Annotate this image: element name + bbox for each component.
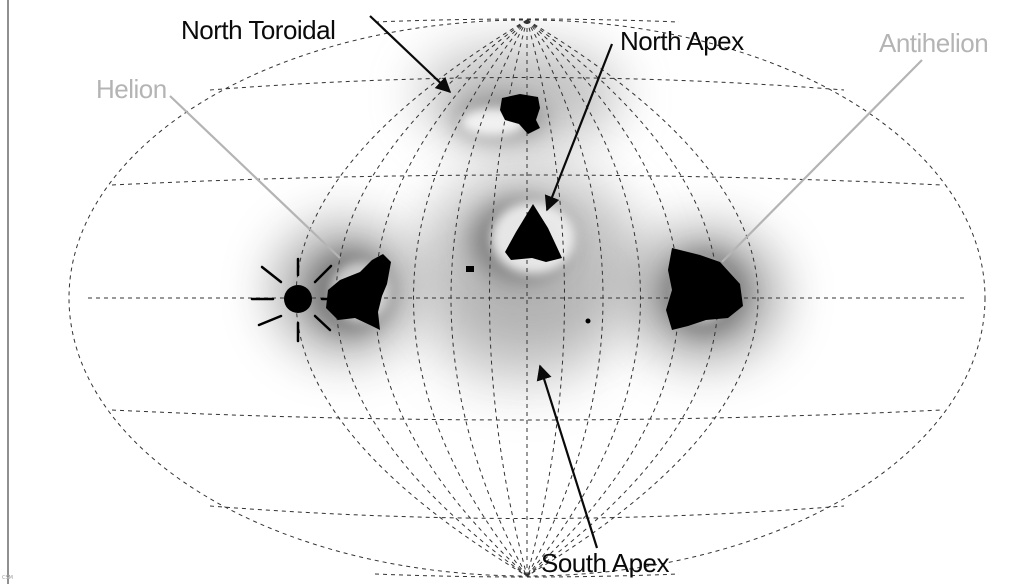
meridian — [526, 19, 719, 577]
image-credit: CSM — [2, 575, 13, 581]
north-toroidal-source — [500, 94, 540, 134]
meridian — [335, 19, 528, 577]
north-apex-arrow — [544, 43, 614, 212]
north-apex-label: North Apex — [620, 26, 744, 56]
helion-label: Helion — [96, 74, 167, 104]
meridian — [413, 19, 528, 577]
small-source — [466, 266, 474, 272]
north-toroidal-label: North Toroidal — [181, 15, 336, 45]
north-toroidal-arrow — [369, 15, 452, 94]
sources — [326, 94, 743, 330]
antihelion-source — [666, 248, 743, 330]
parallel — [209, 77, 845, 91]
helion-source — [326, 254, 391, 330]
north-apex-source — [505, 204, 562, 262]
sun-icon — [250, 257, 346, 343]
antihelion-label: Antihelion — [879, 28, 989, 58]
parallel — [209, 505, 845, 519]
small-speck — [585, 318, 591, 324]
antihelion-leader — [721, 59, 923, 263]
leader-lines — [169, 15, 923, 549]
graticule — [68, 18, 986, 578]
meridian — [526, 19, 759, 577]
meridian — [526, 19, 565, 577]
parallel — [374, 573, 680, 578]
south-apex-arrow — [536, 364, 599, 549]
south-apex-label: South Apex — [541, 548, 670, 578]
parallel — [374, 18, 680, 23]
helion-leader — [169, 95, 341, 259]
